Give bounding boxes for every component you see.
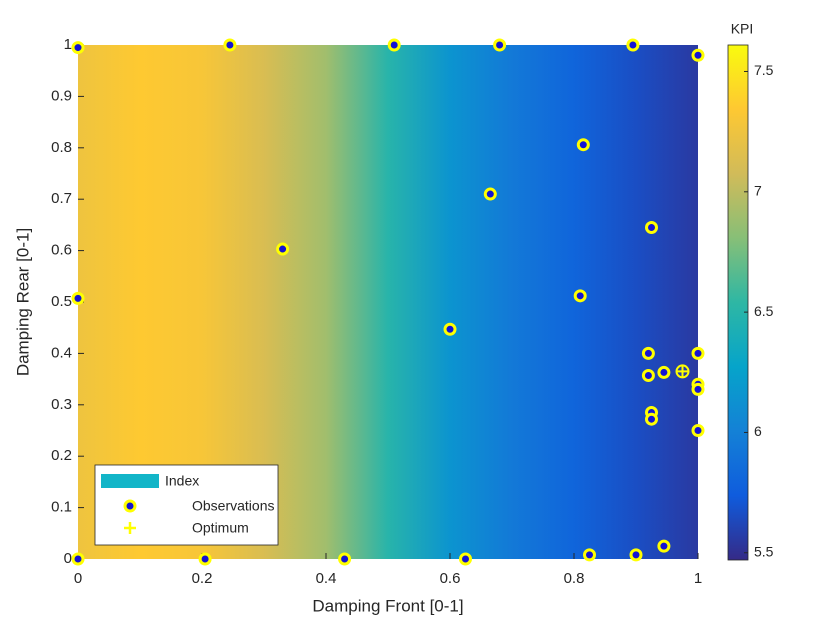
legend-optimum <box>124 522 136 534</box>
observation <box>483 187 497 201</box>
observation <box>387 38 401 52</box>
observation <box>691 424 705 437</box>
observation <box>657 365 671 379</box>
y-tick-label: 1 <box>64 36 72 53</box>
colorbar-tick-label: 5.5 <box>754 543 774 559</box>
y-tick-label: 0.6 <box>51 242 72 259</box>
observation <box>71 291 85 305</box>
colorbar-tick-label: 7.5 <box>754 62 774 78</box>
y-tick-label: 0 <box>64 550 72 567</box>
x-tick-label: 0.2 <box>192 570 213 587</box>
legend-label: Optimum <box>192 520 249 536</box>
observation <box>573 289 587 303</box>
y-tick-label: 0.9 <box>51 87 72 104</box>
observation <box>641 346 655 360</box>
x-tick-label: 0.8 <box>564 570 585 587</box>
observation <box>626 38 640 52</box>
observation <box>645 412 658 426</box>
observation <box>576 138 590 152</box>
legend-label: Observations <box>192 498 274 514</box>
x-axis-label: Damping Front [0-1] <box>312 596 463 615</box>
y-tick-label: 0.2 <box>51 447 72 464</box>
colorbar-tick-label: 6 <box>754 423 762 439</box>
observation <box>71 41 85 55</box>
observation <box>645 220 658 234</box>
y-tick-label: 0.7 <box>51 190 72 207</box>
observation <box>443 322 457 336</box>
observation <box>641 369 655 383</box>
y-tick-label: 0.1 <box>51 499 72 516</box>
observation <box>276 242 290 256</box>
observation <box>629 548 643 562</box>
observation <box>338 552 352 566</box>
x-tick-label: 0 <box>74 570 82 587</box>
optimum-plus <box>676 365 689 378</box>
y-tick-label: 0.8 <box>51 139 72 156</box>
observation <box>71 552 85 566</box>
y-tick-label: 0.4 <box>51 344 72 361</box>
observation <box>691 48 705 62</box>
colorbar <box>727 44 749 561</box>
legend-observation <box>123 499 137 513</box>
y-tick-label: 0.3 <box>51 396 72 413</box>
observation <box>657 539 671 553</box>
observation <box>223 38 237 52</box>
observation <box>493 38 507 52</box>
x-tick-label: 0.6 <box>440 570 461 587</box>
y-tick-label: 0.5 <box>51 293 72 310</box>
observation <box>583 548 596 562</box>
legend-swatch <box>101 474 159 488</box>
optimum <box>675 364 690 379</box>
x-tick-label: 1 <box>694 570 702 587</box>
colorbar-tick-label: 7 <box>754 183 762 199</box>
x-tick-label: 0.4 <box>316 570 337 587</box>
colorbar-label: KPI <box>731 21 754 37</box>
legend: Index Observations Optimum <box>94 464 279 546</box>
colorbar-tick-label: 6.5 <box>754 303 774 319</box>
observation <box>198 552 212 566</box>
observation <box>691 346 705 360</box>
y-axis-label: Damping Rear [0-1] <box>13 228 32 376</box>
observation <box>691 382 705 396</box>
legend-label: Index <box>165 473 199 489</box>
observation <box>459 552 472 566</box>
